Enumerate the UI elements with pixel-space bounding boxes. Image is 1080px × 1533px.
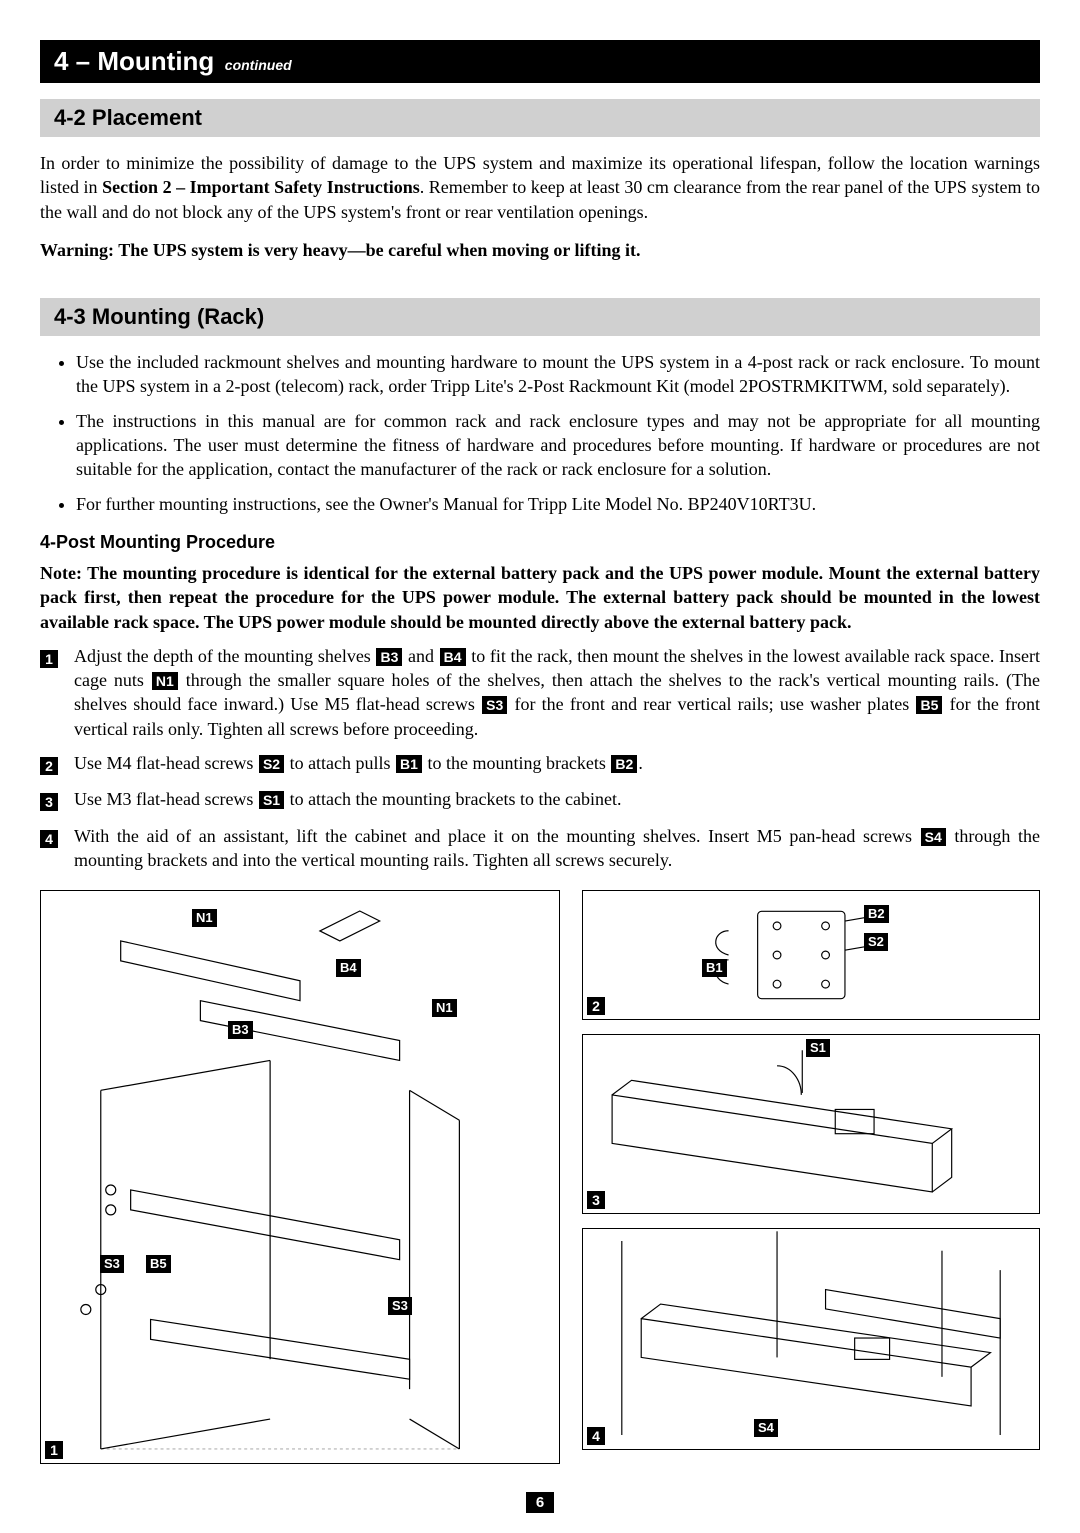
diagram-label: B2 [864,905,889,923]
figure-corner-label: 3 [587,1191,605,1209]
diagram-label: B5 [146,1255,171,1273]
step-1: 1 Adjust the depth of the mounting shelv… [40,644,1040,741]
diagram-label: S4 [754,1419,778,1437]
ref-label: S2 [259,755,284,773]
figure-corner-label: 1 [45,1441,63,1459]
step-3: 3 Use M3 flat-head screws S1 to attach t… [40,787,1040,813]
ref-label: B3 [376,648,402,666]
diagram-label: S3 [100,1255,124,1273]
step-2: 2 Use M4 flat-head screws S2 to attach p… [40,751,1040,777]
bullet-item: The instructions in this manual are for … [76,409,1040,482]
figure-1: 1 N1 B4 N1 B3 S3 B5 S3 [40,890,560,1464]
section-4-2-header: 4-2 Placement [40,99,1040,137]
ref-label: B4 [440,648,466,666]
step-number: 4 [40,830,58,848]
figure-corner-label: 4 [587,1427,605,1445]
chapter-title: 4 – Mounting [54,46,214,76]
page-number: 6 [526,1492,554,1513]
diagram-label: S3 [388,1297,412,1315]
ref-label: S3 [482,696,507,714]
ref-label: B1 [396,755,422,773]
step-4: 4 With the aid of an assistant, lift the… [40,824,1040,873]
bullet-item: For further mounting instructions, see t… [76,492,1040,516]
figure-2: 2 B2 S2 B1 [582,890,1040,1020]
figures-area: 1 N1 B4 N1 B3 S3 B5 S3 [40,890,1040,1464]
step-number: 1 [40,650,58,668]
rack-bullet-list: Use the included rackmount shelves and m… [40,350,1040,516]
diagram-label: B1 [702,959,727,977]
step-number: 3 [40,793,58,811]
ref-label: S1 [259,791,284,809]
ref-label: B2 [611,755,637,773]
figure-1-diagram [41,891,559,1463]
figure-3-diagram [583,1035,1039,1213]
ref-label: S4 [921,828,946,846]
figure-corner-label: 2 [587,997,605,1015]
procedure-note: Note: The mounting procedure is identica… [40,561,1040,634]
diagram-label: B4 [336,959,361,977]
procedure-heading: 4-Post Mounting Procedure [40,532,1040,553]
diagram-label: S2 [864,933,888,951]
placement-paragraph: In order to minimize the possibility of … [40,151,1040,224]
section-4-3-header: 4-3 Mounting (Rack) [40,298,1040,336]
ref-label: B5 [916,696,942,714]
chapter-continued: continued [225,57,292,73]
diagram-label: N1 [192,909,217,927]
diagram-label: S1 [806,1039,830,1057]
bullet-item: Use the included rackmount shelves and m… [76,350,1040,399]
diagram-label: B3 [228,1021,253,1039]
diagram-label: N1 [432,999,457,1017]
page-footer: 6 [40,1492,1040,1513]
step-number: 2 [40,757,58,775]
ref-label: N1 [152,672,178,690]
figure-2-diagram [583,891,1039,1019]
warning-text: Warning: The UPS system is very heavy—be… [40,238,1040,262]
chapter-title-bar: 4 – Mounting continued [40,40,1040,83]
figure-3: 3 S1 [582,1034,1040,1214]
figure-4-diagram [583,1229,1039,1449]
figure-4: 4 S4 [582,1228,1040,1450]
